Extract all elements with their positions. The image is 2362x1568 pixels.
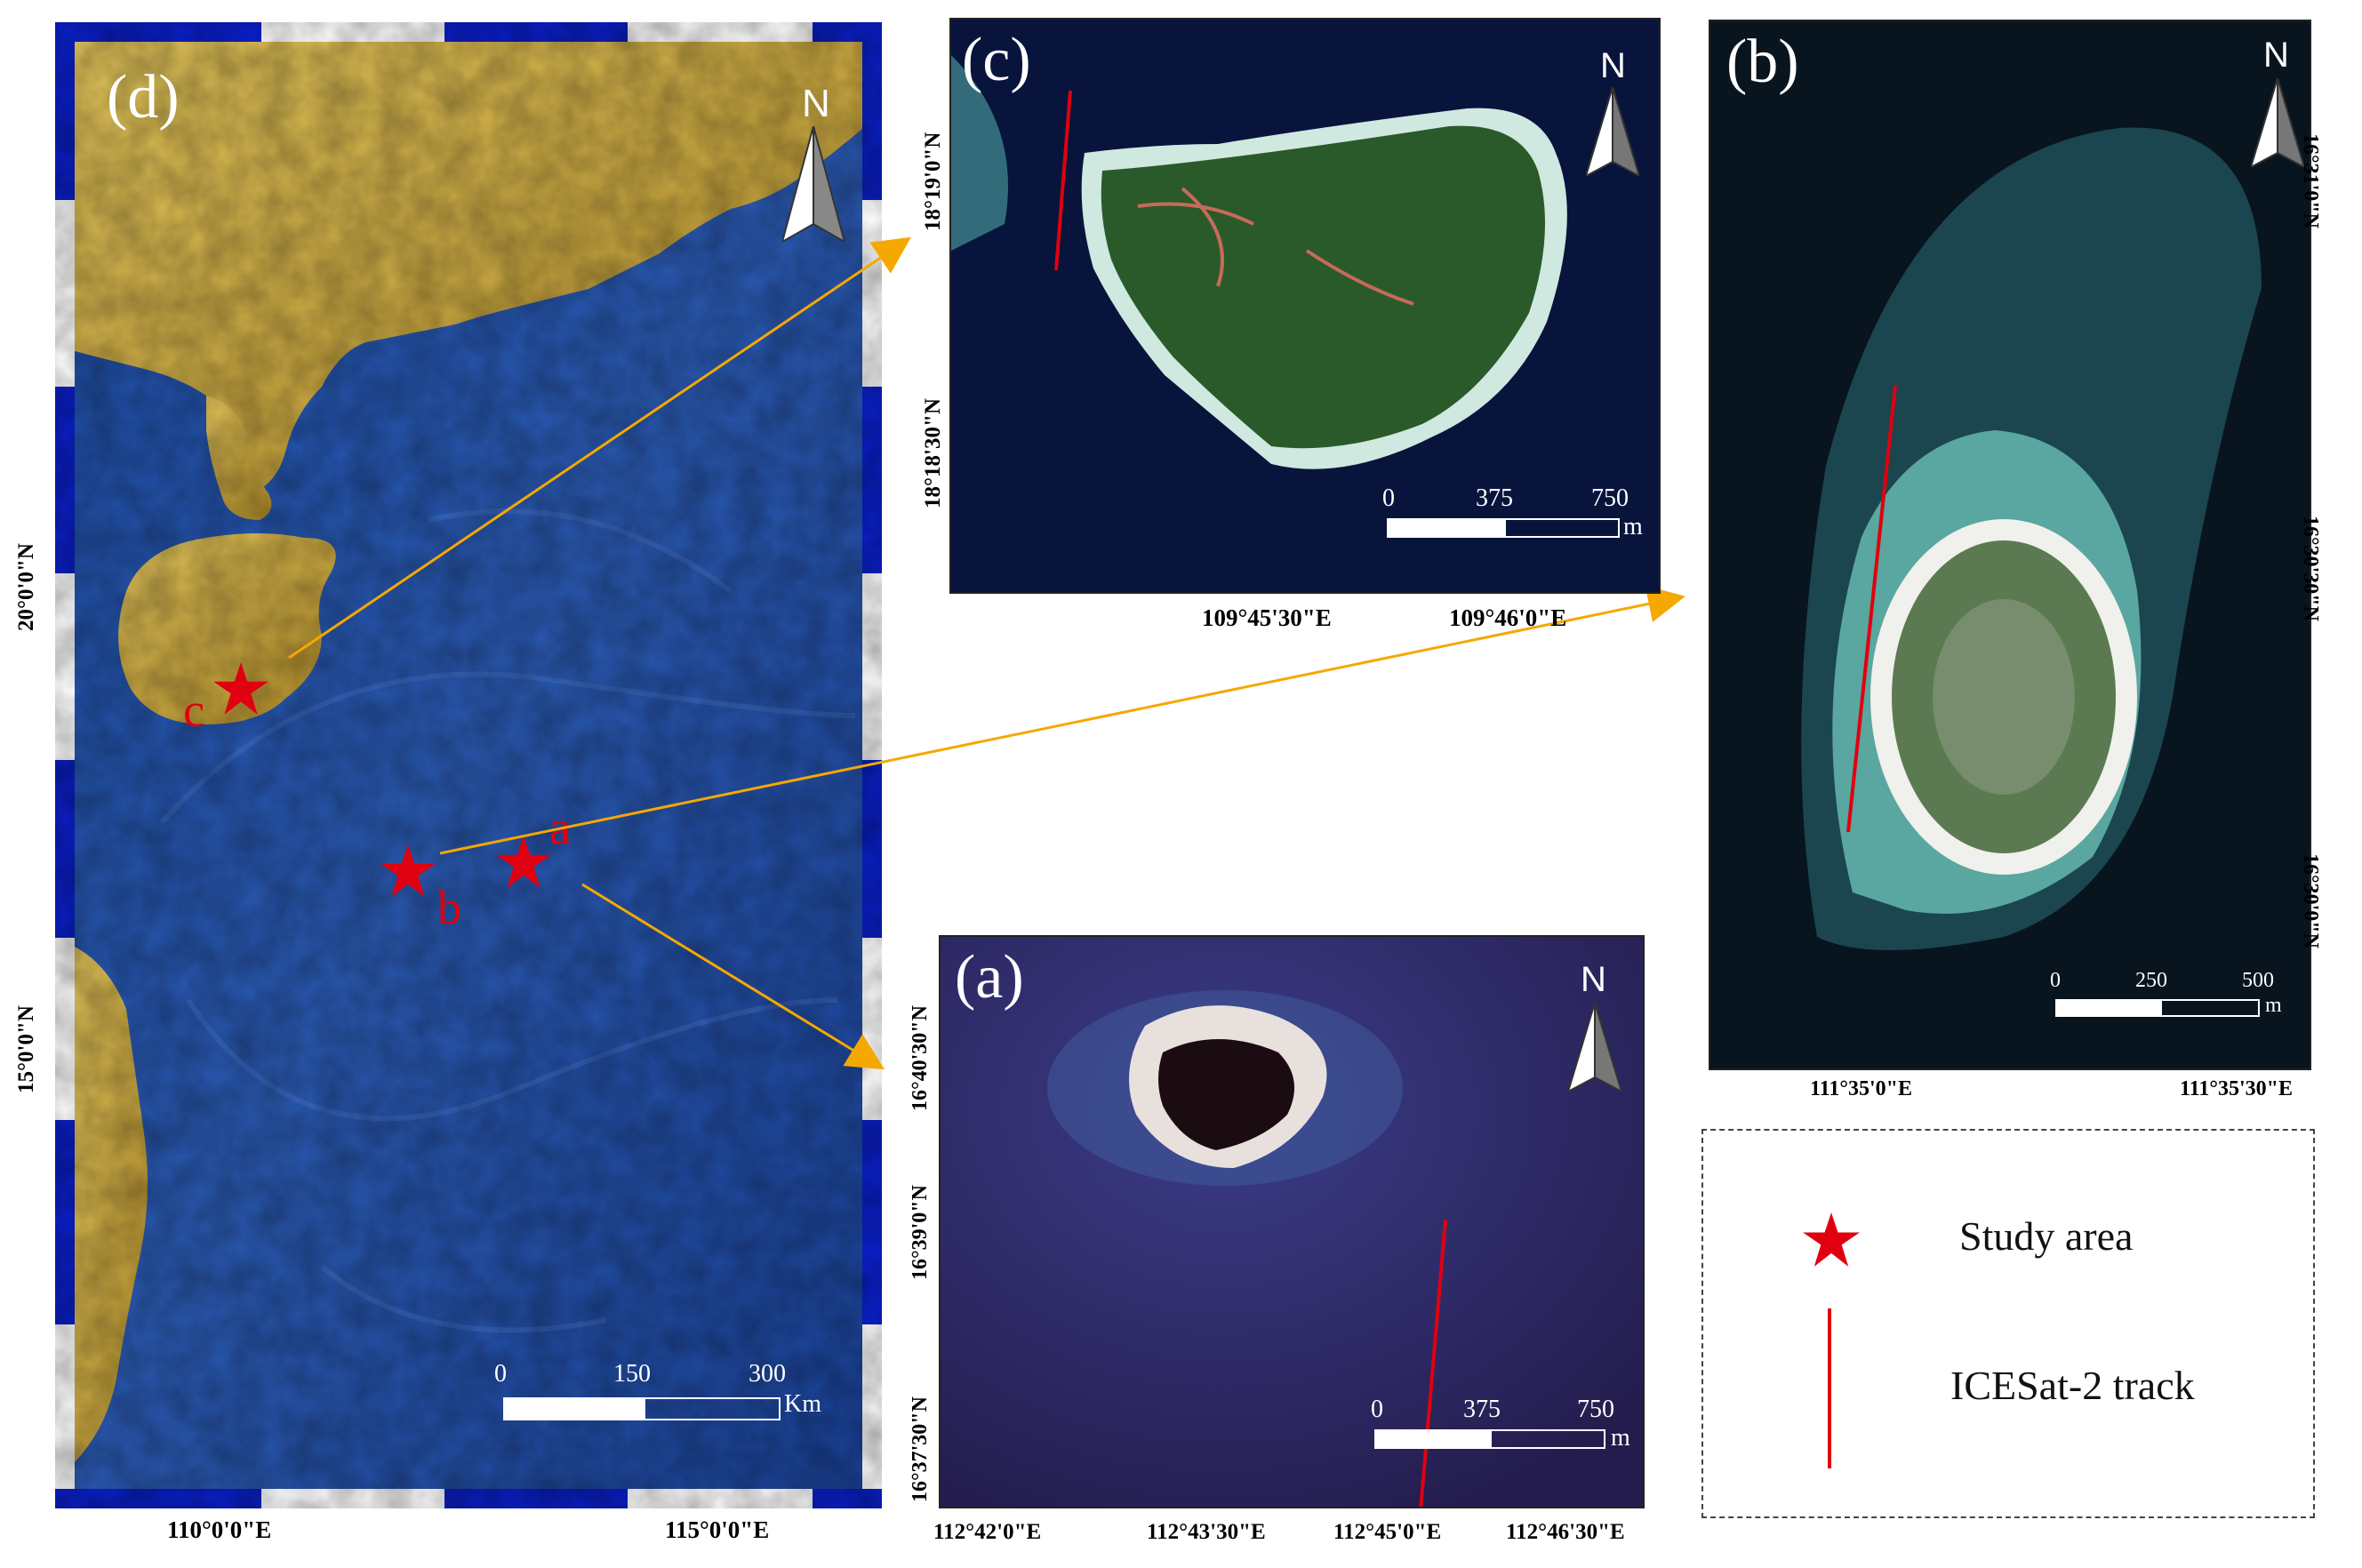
scale-0: 0: [494, 1360, 507, 1388]
panel-a-lat-tick-2: 16°39'0"N: [909, 1185, 932, 1280]
scale-500: 500: [2242, 969, 2274, 992]
panel-a-lat-tick-3: 16°37'30"N: [909, 1396, 932, 1502]
panel-c-lat-tick-1: 18°19'0"N: [921, 132, 945, 231]
panel-b-lon-tick-1: 111°35'0"E: [1810, 1077, 1912, 1100]
panel-a-lat-tick-1: 16°40'30"N: [909, 1005, 932, 1111]
study-area-star-b: [380, 844, 436, 897]
marker-b-label: b: [437, 881, 461, 934]
icesat-track-a: [1419, 1219, 1447, 1507]
panel-b-scale-bar: 0 250 500 m: [2046, 969, 2295, 1031]
legend-box: Study area ICESat-2 track: [1701, 1129, 2315, 1518]
panel-b-lat-tick-1: 16°31'0"N: [2299, 133, 2322, 228]
panel-a-lon-tick-4: 112°46'30"E: [1506, 1520, 1625, 1544]
icesat-track-b: [1846, 385, 1897, 833]
panel-d-map: [55, 22, 882, 1508]
panel-c-lat-tick-2: 18°18'30"N: [921, 398, 945, 508]
scale-300: 300: [749, 1360, 786, 1388]
panel-c-north-arrow: N: [1582, 46, 1645, 180]
panel-b-image: [1709, 20, 2311, 1070]
panel-a-label: (a): [955, 943, 1024, 1012]
legend-study-area: Study area: [1959, 1213, 2134, 1259]
panel-c-label: (c): [962, 26, 1031, 94]
scale-750: 750: [1591, 484, 1629, 512]
scale-0: 0: [2050, 969, 2061, 992]
panel-d-lon-tick-2: 115°0'0"E: [665, 1516, 770, 1543]
panel-a-lon-tick-1: 112°42'0"E: [933, 1520, 1042, 1544]
panel-a-scale-bar: 0 375 750 m: [1365, 1396, 1641, 1458]
legend-track: ICESat-2 track: [1950, 1363, 2195, 1408]
north-arrow-icon: [1586, 87, 1639, 176]
scale-375: 375: [1476, 484, 1513, 512]
north-arrow-icon: [2251, 78, 2304, 167]
scale-unit: m: [2265, 994, 2282, 1017]
scale-unit: m: [1611, 1424, 1630, 1452]
map-frame: [55, 22, 882, 1508]
north-label: N: [1600, 46, 1626, 85]
panel-a-lon-tick-3: 112°45'0"E: [1333, 1520, 1442, 1544]
study-area-star-c: [213, 662, 268, 715]
panel-a-north-arrow: N: [1565, 960, 1627, 1102]
panel-d-north-arrow: N: [782, 82, 845, 242]
panel-d-lon-tick-1: 110°0'0"E: [167, 1516, 272, 1543]
north-arrow-icon: [782, 126, 845, 242]
panel-a-image: [939, 935, 1645, 1508]
panel-d-scale-bar: 0 150 300 Km: [489, 1360, 845, 1431]
panel-a-lon-tick-2: 112°43'30"E: [1147, 1520, 1266, 1544]
marker-c-label: c: [183, 684, 204, 737]
island-a-land: [1158, 1039, 1294, 1150]
panel-c-lon-tick-2: 109°46'0"E: [1449, 604, 1567, 631]
study-area-star-a: [496, 836, 551, 888]
north-arrow-icon: [1568, 1003, 1621, 1092]
panel-d-label: (d): [107, 63, 180, 132]
panel-b-lat-tick-2: 16°30'30"N: [2299, 516, 2322, 621]
scale-150: 150: [613, 1360, 651, 1388]
icesat-track-c: [1054, 90, 1072, 271]
north-label: N: [2263, 36, 2289, 75]
panel-b-label: (b): [1726, 28, 1799, 96]
island-c-land: [1101, 125, 1545, 449]
panel-c-scale-bar: 0 375 750 m: [1378, 484, 1653, 547]
panel-b-lat-tick-3: 16°30'0"N: [2299, 853, 2322, 948]
legend-star-icon: [1803, 1212, 1860, 1267]
scale-250: 250: [2135, 969, 2167, 992]
panel-c-image: [949, 18, 1661, 594]
scale-0: 0: [1371, 1396, 1383, 1423]
panel-b-lon-tick-2: 111°35'30"E: [2180, 1077, 2293, 1100]
north-label: N: [802, 82, 830, 125]
panel-c-lon-tick-1: 109°45'30"E: [1202, 604, 1332, 631]
scale-375: 375: [1463, 1396, 1501, 1423]
scale-0: 0: [1382, 484, 1395, 512]
scale-unit: Km: [784, 1390, 821, 1418]
legend-track-line-icon: [1828, 1308, 1831, 1468]
scale-750: 750: [1577, 1396, 1614, 1423]
north-label: N: [1581, 960, 1606, 999]
panel-b-north-arrow: N: [2247, 36, 2310, 178]
scale-unit: m: [1623, 513, 1643, 540]
